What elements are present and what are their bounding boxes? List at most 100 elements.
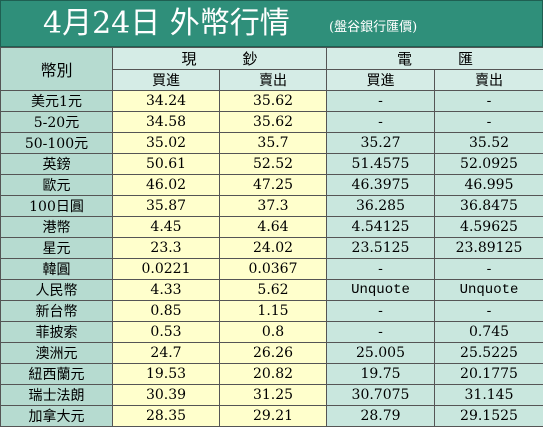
table-row: 英鎊 50.61 52.52 51.4575 52.0925 bbox=[0, 153, 543, 175]
currency-cell: 加拿大元 bbox=[0, 405, 113, 427]
cash-buy-cell: 34.24 bbox=[112, 90, 220, 112]
table-row: 港幣 4.45 4.64 4.54125 4.59625 bbox=[0, 216, 543, 238]
header-row-groups: 幣別 現鈔 電匯 bbox=[0, 47, 543, 91]
table-row: 50-100元 35.02 35.7 35.27 35.52 bbox=[0, 132, 543, 154]
wire-buy-cell: 23.5125 bbox=[326, 237, 435, 259]
currency-cell: 100日圓 bbox=[0, 195, 113, 217]
cash-sell-cell: 24.02 bbox=[219, 237, 327, 259]
wire-sell-cell: Unquote bbox=[434, 279, 543, 301]
wire-buy-cell: - bbox=[326, 321, 435, 343]
cash-buy-cell: 0.0221 bbox=[112, 258, 220, 280]
cash-buy-cell: 24.7 bbox=[112, 342, 220, 364]
rates-body: 美元1元 34.24 35.62- -5-20元 34.58 35.62- -50-100元… bbox=[0, 90, 543, 427]
wire-buy-header: 買進 bbox=[326, 69, 435, 91]
wire-sell-cell: 20.1775 bbox=[434, 363, 543, 385]
table-row: 100日圓 35.87 37.3 36.285 36.8475 bbox=[0, 195, 543, 217]
table-row: 澳洲元 24.7 26.26 25.005 25.5225 bbox=[0, 342, 543, 364]
page-title: 4月24日 外幣行情 bbox=[43, 6, 290, 41]
cash-buy-cell: 30.39 bbox=[112, 384, 220, 406]
cash-buy-cell: 50.61 bbox=[112, 153, 220, 175]
currency-cell: 新台幣 bbox=[0, 300, 113, 322]
wire-sell-cell: 23.89125 bbox=[434, 237, 543, 259]
wire-sell-cell: 25.5225 bbox=[434, 342, 543, 364]
wire-buy-cell: 46.3975 bbox=[326, 174, 435, 196]
wire-sell-cell: - bbox=[434, 258, 543, 280]
cash-group-char-2: 鈔 bbox=[242, 50, 258, 68]
cash-sell-cell: 0.0367 bbox=[219, 258, 327, 280]
wire-buy-cell: Unquote bbox=[326, 279, 435, 301]
wire-group-char-2: 匯 bbox=[458, 50, 474, 68]
cash-sell-cell: 29.21 bbox=[219, 405, 327, 427]
cash-group-char-1: 現 bbox=[181, 50, 197, 68]
cash-buy-header: 買進 bbox=[112, 69, 220, 91]
table-row: 加拿大元 28.35 29.21 28.79 29.1525 bbox=[0, 405, 543, 427]
cash-buy-cell: 23.3 bbox=[112, 237, 220, 259]
table-row: 新台幣 0.85 1.15- - bbox=[0, 300, 543, 322]
wire-sell-cell: 29.1525 bbox=[434, 405, 543, 427]
table-row: 菲披索 0.53 0.8-0.745 bbox=[0, 321, 543, 343]
wire-sell-cell: 0.745 bbox=[434, 321, 543, 343]
cash-buy-cell: 35.02 bbox=[112, 132, 220, 154]
currency-cell: 韓圓 bbox=[0, 258, 113, 280]
table-row: 人民幣 4.33 5.62 Unquote Unquote bbox=[0, 279, 543, 301]
wire-buy-cell: 28.79 bbox=[326, 405, 435, 427]
wire-sell-header: 賣出 bbox=[434, 69, 543, 91]
wire-buy-cell: 4.54125 bbox=[326, 216, 435, 238]
wire-sell-cell: 46.995 bbox=[434, 174, 543, 196]
wire-buy-cell: - bbox=[326, 111, 435, 133]
cash-buy-cell: 46.02 bbox=[112, 174, 220, 196]
cash-buy-cell: 0.53 bbox=[112, 321, 220, 343]
cash-sell-cell: 35.7 bbox=[219, 132, 327, 154]
currency-cell: 歐元 bbox=[0, 174, 113, 196]
wire-sell-cell: 52.0925 bbox=[434, 153, 543, 175]
table-row: 韓圓 0.0221 0.0367- - bbox=[0, 258, 543, 280]
wire-buy-cell: - bbox=[326, 258, 435, 280]
cash-sell-cell: 31.25 bbox=[219, 384, 327, 406]
wire-sell-cell: - bbox=[434, 111, 543, 133]
currency-cell: 人民幣 bbox=[0, 279, 113, 301]
currency-cell: 港幣 bbox=[0, 216, 113, 238]
wire-buy-cell: 30.7075 bbox=[326, 384, 435, 406]
cash-sell-cell: 35.62 bbox=[219, 90, 327, 112]
cash-sell-cell: 0.8 bbox=[219, 321, 327, 343]
table-row: 歐元 46.02 47.25 46.3975 46.995 bbox=[0, 174, 543, 196]
cash-sell-header: 賣出 bbox=[219, 69, 327, 91]
cash-buy-cell: 19.53 bbox=[112, 363, 220, 385]
wire-buy-cell: 25.005 bbox=[326, 342, 435, 364]
currency-cell: 菲披索 bbox=[0, 321, 113, 343]
cash-sell-cell: 1.15 bbox=[219, 300, 327, 322]
wire-buy-cell: 36.285 bbox=[326, 195, 435, 217]
cash-sell-cell: 4.64 bbox=[219, 216, 327, 238]
table-row: 5-20元 34.58 35.62- - bbox=[0, 111, 543, 133]
cash-buy-cell: 4.45 bbox=[112, 216, 220, 238]
wire-sell-cell: - bbox=[434, 90, 543, 112]
cash-sell-cell: 37.3 bbox=[219, 195, 327, 217]
wire-buy-cell: 35.27 bbox=[326, 132, 435, 154]
currency-cell: 紐西蘭元 bbox=[0, 363, 113, 385]
currency-cell: 50-100元 bbox=[0, 132, 113, 154]
cash-sell-cell: 35.62 bbox=[219, 111, 327, 133]
wire-buy-cell: 19.75 bbox=[326, 363, 435, 385]
cash-sell-cell: 26.26 bbox=[219, 342, 327, 364]
title-bar: 4月24日 外幣行情 (盤谷銀行匯價) bbox=[0, 0, 543, 47]
cash-sell-cell: 5.62 bbox=[219, 279, 327, 301]
wire-group-header: 電匯 bbox=[326, 47, 543, 70]
wire-buy-cell: - bbox=[326, 300, 435, 322]
wire-sell-cell: 4.59625 bbox=[434, 216, 543, 238]
cash-buy-cell: 34.58 bbox=[112, 111, 220, 133]
wire-sell-cell: - bbox=[434, 300, 543, 322]
cash-sell-cell: 20.82 bbox=[219, 363, 327, 385]
cash-sell-cell: 47.25 bbox=[219, 174, 327, 196]
table-row: 星元 23.3 24.02 23.5125 23.89125 bbox=[0, 237, 543, 259]
rates-table: 幣別 現鈔 電匯 買進 賣出 買進 賣出 美元1元 34.24 35.62- -5-2… bbox=[0, 47, 543, 427]
currency-cell: 5-20元 bbox=[0, 111, 113, 133]
currency-cell: 英鎊 bbox=[0, 153, 113, 175]
cash-buy-cell: 4.33 bbox=[112, 279, 220, 301]
cash-group-header: 現鈔 bbox=[112, 47, 327, 70]
table-row: 美元1元 34.24 35.62- - bbox=[0, 90, 543, 112]
cash-buy-cell: 35.87 bbox=[112, 195, 220, 217]
wire-sell-cell: 35.52 bbox=[434, 132, 543, 154]
header-row-sides: 買進 賣出 買進 賣出 bbox=[1, 69, 543, 91]
table-row: 紐西蘭元 19.53 20.82 19.75 20.1775 bbox=[0, 363, 543, 385]
